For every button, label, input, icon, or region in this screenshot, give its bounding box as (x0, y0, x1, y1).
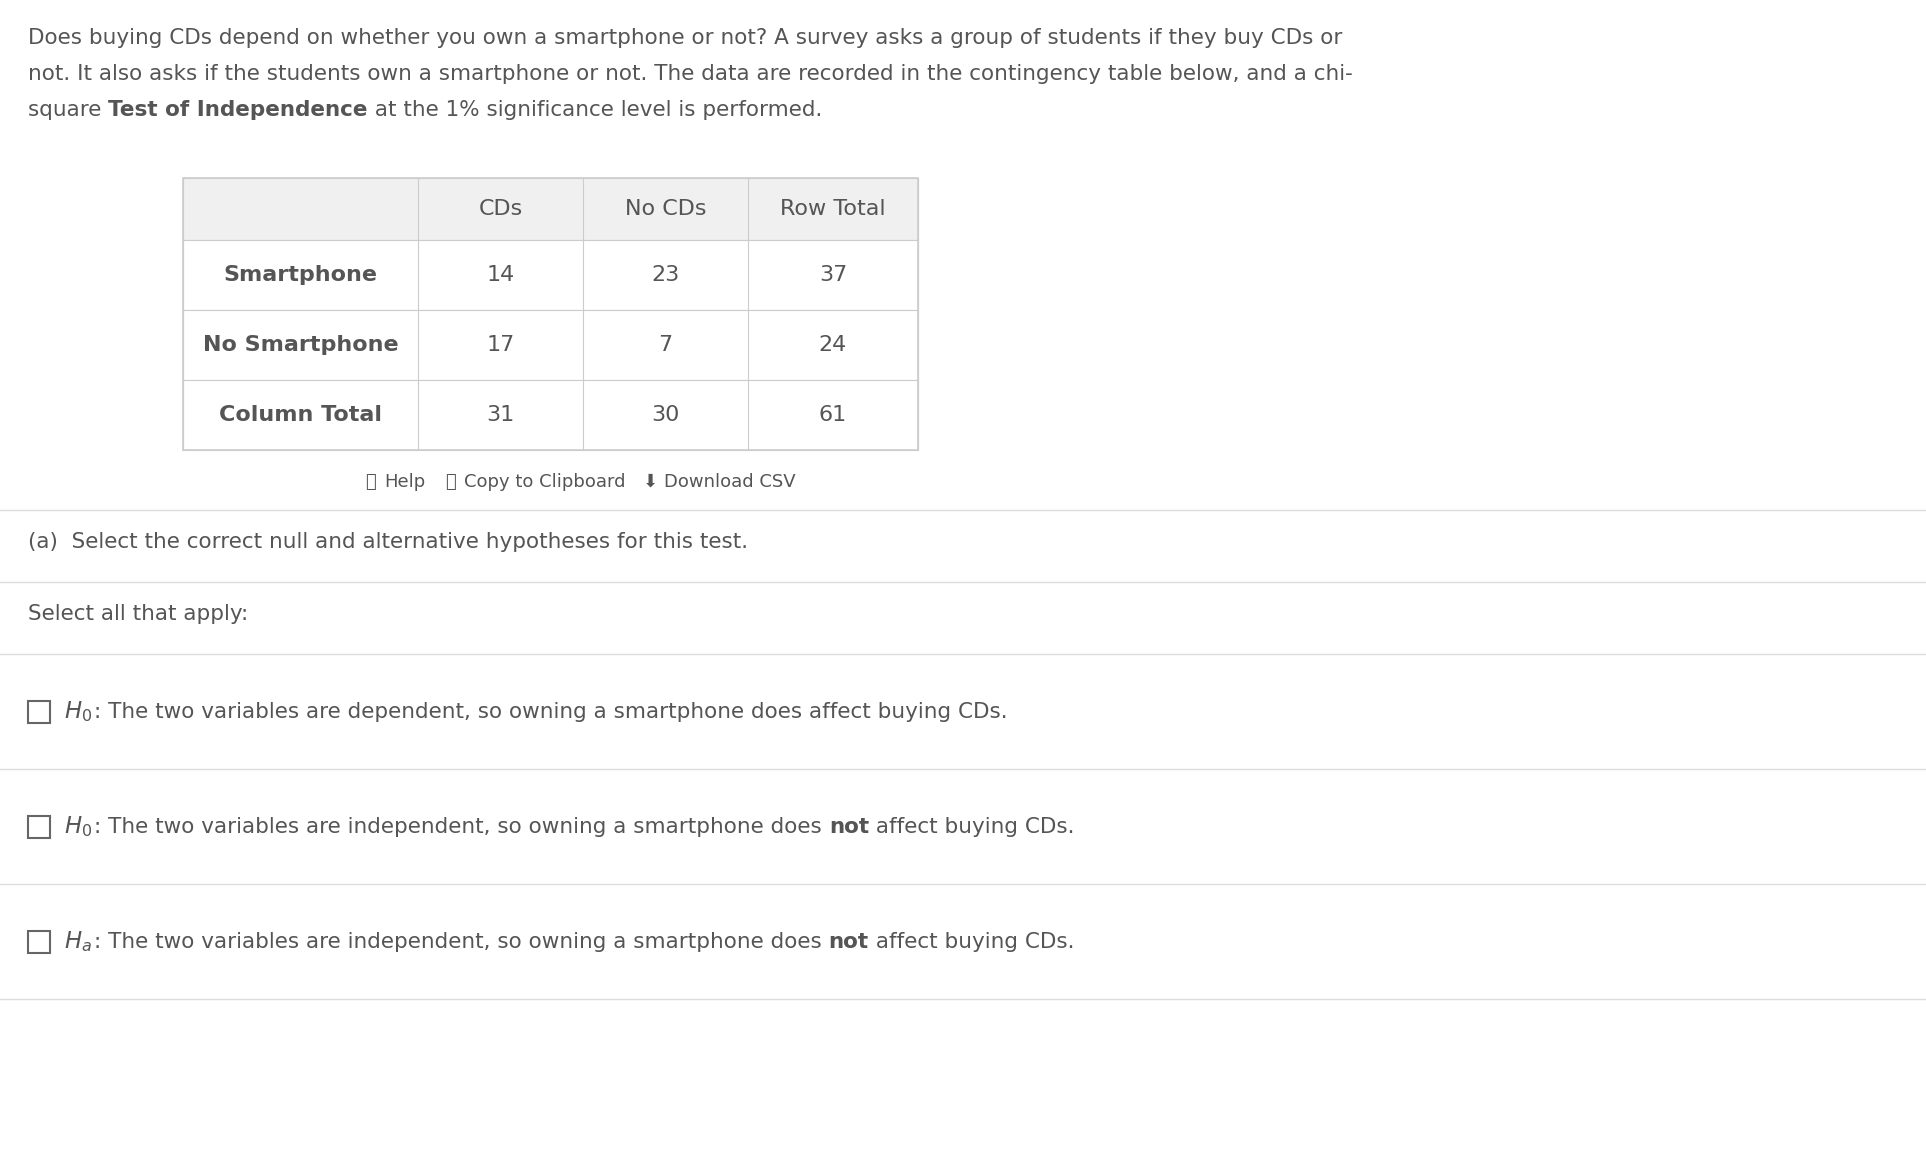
Text: $H_0$: $H_0$ (64, 699, 92, 725)
Text: affect buying CDs.: affect buying CDs. (869, 932, 1075, 952)
Text: Help: Help (383, 473, 426, 491)
Text: (a)  Select the correct null and alternative hypotheses for this test.: (a) Select the correct null and alternat… (29, 532, 747, 552)
Text: not: not (828, 932, 869, 952)
Text: not: not (828, 817, 869, 838)
Text: Column Total: Column Total (220, 406, 381, 425)
Text: Test of Independence: Test of Independence (108, 100, 368, 120)
Text: 14: 14 (487, 265, 514, 285)
Text: $H_a$: $H_a$ (64, 930, 92, 955)
Text: : The two variables are independent, so owning a smartphone does: : The two variables are independent, so … (94, 817, 828, 838)
Text: No CDs: No CDs (624, 199, 707, 219)
Text: 30: 30 (651, 406, 680, 425)
Text: affect buying CDs.: affect buying CDs. (869, 817, 1075, 838)
Text: ⬇: ⬇ (643, 473, 657, 491)
Bar (183, 179, 919, 450)
Text: 7: 7 (659, 335, 672, 355)
Text: Smartphone: Smartphone (223, 265, 377, 285)
Text: 17: 17 (487, 335, 514, 355)
Text: square: square (29, 100, 108, 120)
Bar (183, 179, 919, 240)
Text: : The two variables are dependent, so owning a smartphone does affect buying CDs: : The two variables are dependent, so ow… (94, 702, 1007, 722)
Text: Copy to Clipboard: Copy to Clipboard (464, 473, 626, 491)
Text: CDs: CDs (478, 199, 522, 219)
Bar (29, 816, 50, 838)
Text: : The two variables are independent, so owning a smartphone does: : The two variables are independent, so … (94, 932, 828, 952)
Text: No Smartphone: No Smartphone (202, 335, 399, 355)
Text: 23: 23 (651, 265, 680, 285)
Text: Download CSV: Download CSV (664, 473, 795, 491)
Text: Select all that apply:: Select all that apply: (29, 604, 248, 624)
Text: not. It also asks if the students own a smartphone or not. The data are recorded: not. It also asks if the students own a … (29, 65, 1352, 84)
Bar (183, 310, 919, 380)
Bar (183, 380, 919, 450)
Text: $H_0$: $H_0$ (64, 814, 92, 840)
Bar (29, 702, 50, 723)
Text: ⓘ: ⓘ (364, 473, 376, 491)
Text: at the 1% significance level is performed.: at the 1% significance level is performe… (368, 100, 822, 120)
Text: 31: 31 (487, 406, 514, 425)
Bar (29, 931, 50, 953)
Text: ⧉: ⧉ (445, 473, 455, 491)
Text: Row Total: Row Total (780, 199, 886, 219)
Text: 24: 24 (819, 335, 847, 355)
Text: Does buying CDs depend on whether you own a smartphone or not? A survey asks a g: Does buying CDs depend on whether you ow… (29, 28, 1342, 48)
Text: 37: 37 (819, 265, 847, 285)
Text: 61: 61 (819, 406, 847, 425)
Bar (183, 240, 919, 310)
